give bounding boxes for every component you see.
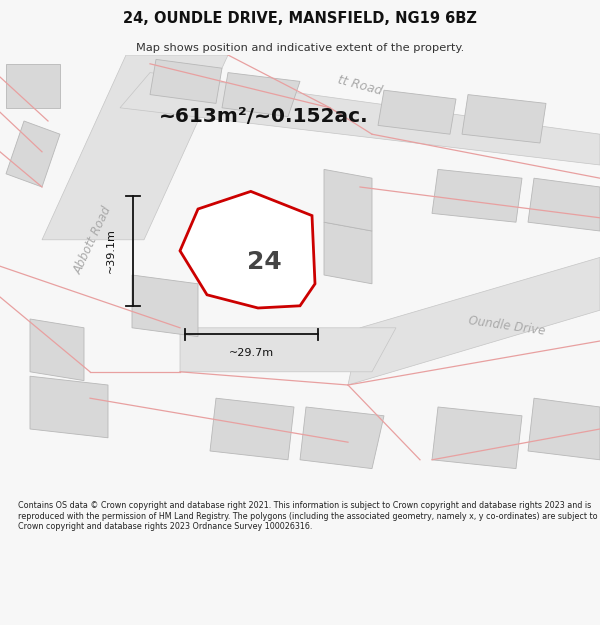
Text: Map shows position and indicative extent of the property.: Map shows position and indicative extent… (136, 43, 464, 53)
Text: tt Road: tt Road (337, 74, 383, 98)
Text: 24, OUNDLE DRIVE, MANSFIELD, NG19 6BZ: 24, OUNDLE DRIVE, MANSFIELD, NG19 6BZ (123, 11, 477, 26)
Polygon shape (348, 258, 600, 385)
Polygon shape (42, 55, 228, 240)
Polygon shape (324, 169, 372, 231)
Polygon shape (462, 94, 546, 143)
Polygon shape (300, 407, 384, 469)
Polygon shape (150, 59, 222, 103)
Polygon shape (432, 407, 522, 469)
Polygon shape (180, 191, 315, 308)
Text: ~39.1m: ~39.1m (106, 228, 115, 273)
Polygon shape (528, 398, 600, 460)
Polygon shape (6, 64, 60, 107)
Polygon shape (378, 90, 456, 134)
Polygon shape (222, 72, 300, 117)
Polygon shape (432, 169, 522, 222)
Text: 24: 24 (247, 250, 282, 274)
Text: ~29.7m: ~29.7m (229, 348, 274, 358)
Text: ~613m²/~0.152ac.: ~613m²/~0.152ac. (159, 107, 369, 126)
Polygon shape (6, 121, 60, 187)
Polygon shape (210, 398, 294, 460)
Polygon shape (324, 222, 372, 284)
Polygon shape (132, 275, 198, 337)
Polygon shape (120, 72, 600, 165)
Text: Oundle Drive: Oundle Drive (468, 314, 546, 338)
Polygon shape (180, 328, 396, 372)
Text: Abbott Road: Abbott Road (71, 204, 115, 276)
Text: Contains OS data © Crown copyright and database right 2021. This information is : Contains OS data © Crown copyright and d… (18, 501, 598, 531)
Polygon shape (30, 319, 84, 381)
Polygon shape (528, 178, 600, 231)
Polygon shape (30, 376, 108, 438)
